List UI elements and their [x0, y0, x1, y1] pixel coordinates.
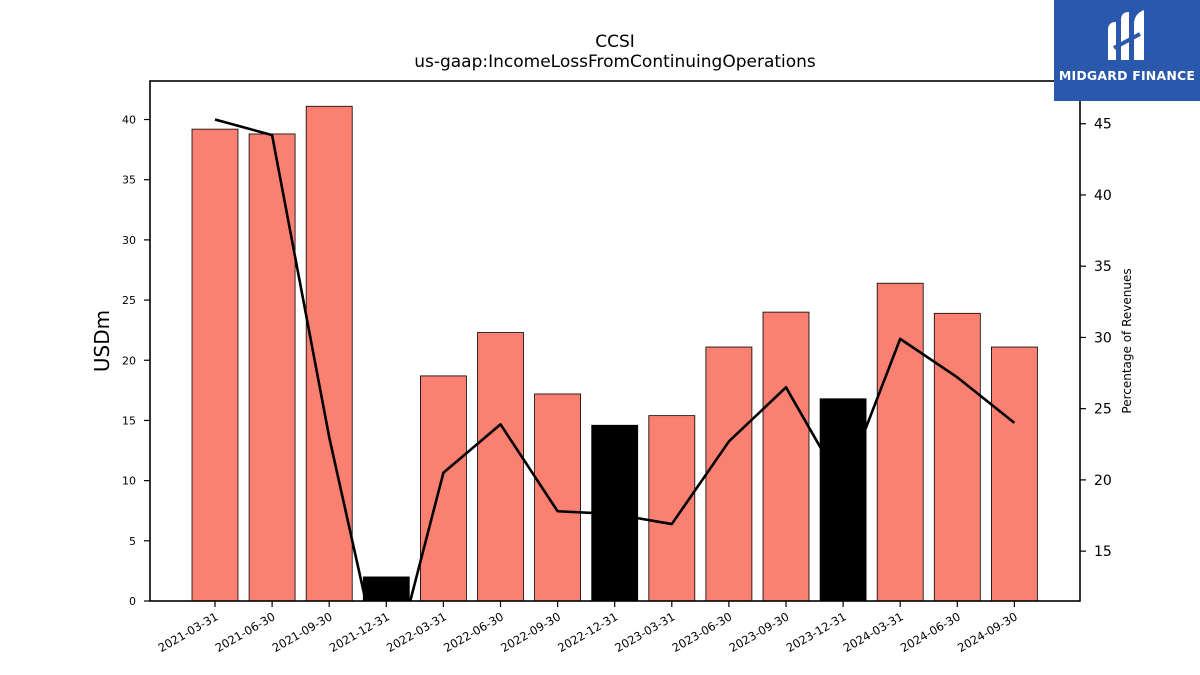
- bar-2024-09-30: [991, 346, 1038, 602]
- chart-title: CCSI: [595, 32, 635, 52]
- x-tick-label-2024-06-30: 2024-06-30: [898, 609, 963, 655]
- x-tick-label-2023-09-30: 2023-09-30: [727, 609, 792, 655]
- bar-2023-09-30: [762, 311, 810, 602]
- y-tick-label-35: 35: [122, 174, 136, 187]
- bar-2022-03-31: [419, 375, 467, 602]
- y2-tick-label-25: 25: [1094, 402, 1112, 418]
- x-tick-label-2023-06-30: 2023-06-30: [670, 609, 735, 655]
- bar-2023-12-31: [819, 398, 867, 602]
- percentage-line: [214, 118, 1016, 601]
- x-tick-label-2022-03-31: 2022-03-31: [384, 609, 449, 655]
- x-tick-label-2022-09-30: 2022-09-30: [498, 609, 563, 655]
- y-axis-label: USDm: [90, 310, 114, 372]
- bar-2021-12-31: [362, 576, 410, 602]
- bar-2023-06-30: [705, 346, 753, 602]
- chart-subtitle: us-gaap:IncomeLossFromContinuingOperatio…: [414, 52, 816, 72]
- y2-tick-label-20: 20: [1094, 473, 1112, 489]
- y2-tick-label-40: 40: [1094, 188, 1112, 204]
- y2-tick-label-35: 35: [1094, 259, 1112, 275]
- y-tick-label-20: 20: [122, 354, 136, 367]
- x-tick-label-2022-12-31: 2022-12-31: [555, 609, 620, 655]
- x-tick-label-2021-12-31: 2021-12-31: [327, 609, 392, 655]
- bar-2023-03-31: [648, 415, 696, 602]
- bar-2022-06-30: [477, 332, 524, 602]
- y-tick-label-25: 25: [122, 294, 136, 307]
- x-tick-label-2024-09-30: 2024-09-30: [955, 609, 1020, 655]
- x-tick-label-2023-12-31: 2023-12-31: [784, 609, 849, 655]
- midgard-logo: MIDGARD FINANCE: [1054, 0, 1200, 101]
- bar-2024-06-30: [933, 312, 981, 602]
- bar-2021-06-30: [248, 133, 296, 602]
- x-tick-label-2021-09-30: 2021-09-30: [270, 609, 335, 655]
- x-tick-label-2023-03-31: 2023-03-31: [612, 609, 677, 655]
- logo-text: MIDGARD FINANCE: [1058, 68, 1196, 83]
- midgard-logo-icon: [1108, 10, 1144, 60]
- x-tick-label-2021-06-30: 2021-06-30: [213, 609, 278, 655]
- x-tick-label-2022-06-30: 2022-06-30: [441, 609, 506, 655]
- y-tick-label-30: 30: [122, 234, 136, 247]
- y-tick-label-15: 15: [122, 414, 136, 427]
- y-tick-label-10: 10: [122, 475, 136, 488]
- bar-2022-09-30: [534, 393, 581, 602]
- y-tick-label-5: 5: [129, 535, 136, 548]
- y2-tick-label-30: 30: [1094, 330, 1112, 346]
- x-tick-label-2024-03-31: 2024-03-31: [841, 609, 906, 655]
- y-tick-label-0: 0: [129, 595, 136, 608]
- y2-tick-label-45: 45: [1094, 117, 1112, 133]
- y-tick-label-40: 40: [122, 114, 136, 127]
- bar-2024-03-31: [876, 282, 924, 602]
- y2-axis-label: Percentage of Revenues: [1120, 268, 1134, 413]
- y2-tick-label-15: 15: [1094, 544, 1112, 560]
- x-tick-label-2021-03-31: 2021-03-31: [156, 609, 221, 655]
- bar-2021-03-31: [191, 128, 239, 602]
